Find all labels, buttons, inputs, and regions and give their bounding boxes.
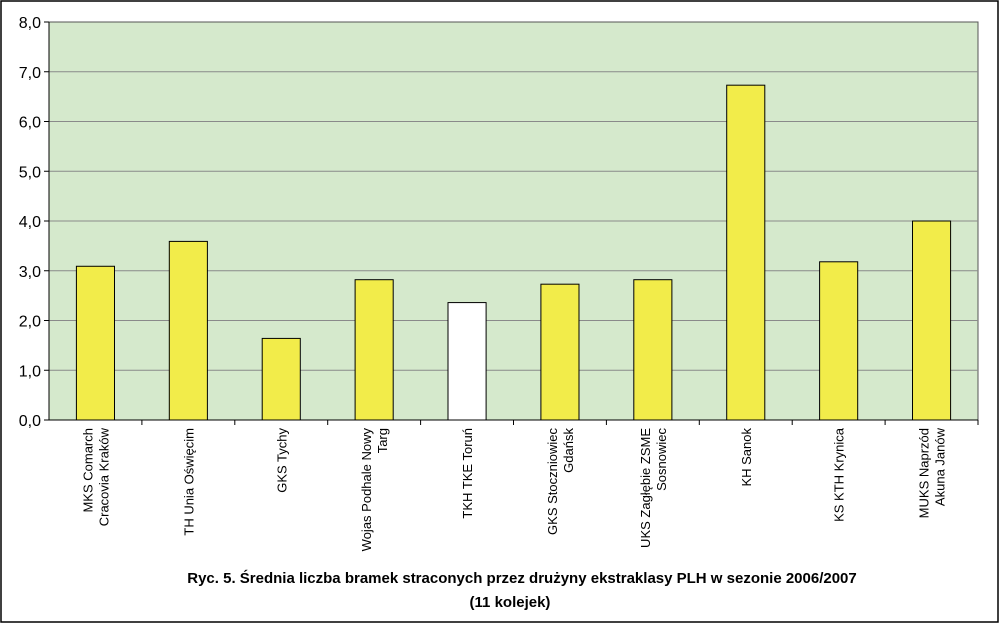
bar [75,265,115,421]
bars [75,84,952,421]
y-tick-label: 3,0 [19,264,41,281]
bar [540,283,580,421]
bar [819,261,859,421]
category-label: TH Unia Oświęcim [181,428,196,536]
y-tick-label: 0,0 [19,413,41,430]
bar [354,279,394,421]
chart-title: Ryc. 5. Średnia liczba bramek straconych… [187,569,857,587]
y-axis: 0,0 1,0 2,0 3,0 4,0 5,0 6,0 7,0 8,0 [19,15,50,430]
category-label: UKS Zagłębie ZSME [638,428,653,548]
category-label: KH Sanok [739,428,754,487]
bar [726,84,766,421]
category-label: Wojas Podhale Nowy [359,428,374,552]
category-label: GKS Tychy [274,428,289,493]
bar [168,240,208,421]
y-tick-label: 5,0 [19,164,41,181]
category-label: TKH TKE Toruń [460,428,475,519]
y-tick-label: 6,0 [19,115,41,132]
bar [261,337,301,421]
category-label: GKS Stoczniowiec [545,428,560,535]
category-label: KS KTH Krynica [832,427,847,522]
category-label: Gdańsk [561,428,576,473]
y-tick-label: 2,0 [19,314,41,331]
y-tick-label: 7,0 [19,65,41,82]
y-tick-label: 1,0 [19,363,41,380]
bar [912,220,952,421]
bar [447,302,487,421]
category-label: Akuna Janów [933,427,948,506]
chart-subtitle: (11 kolejek) [470,594,551,611]
x-axis: MKS Comarch Cracovia Kraków TH Unia Oświęc… [49,419,979,552]
y-tick-label: 4,0 [19,214,41,231]
category-label: MUKS Naprzód [917,428,932,518]
y-tick-label: 8,0 [19,15,41,32]
bar [633,279,673,421]
category-label: Cracovia Kraków [96,427,111,526]
category-label: MKS Comarch [80,428,95,513]
category-label: Targ [375,428,390,453]
category-label: Sosnowiec [654,428,669,491]
